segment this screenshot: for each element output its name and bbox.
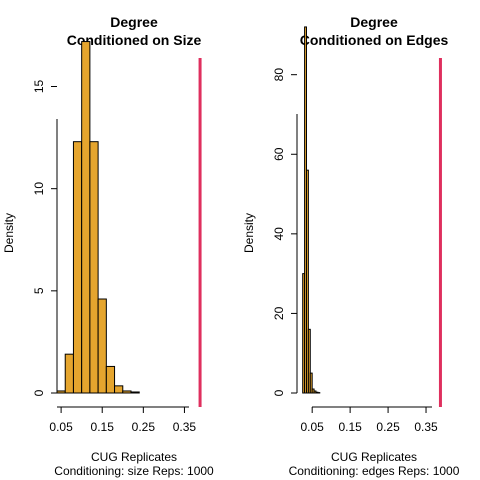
y-tick-label: 0	[32, 389, 46, 396]
histogram-bar	[122, 390, 132, 394]
y-tick-label: 60	[272, 147, 286, 161]
histogram-bar	[105, 365, 116, 394]
y-axis-label: Density	[2, 213, 16, 253]
x-tick-label: 0.25	[376, 420, 400, 434]
chart-title-line1: Degree	[110, 14, 158, 30]
y-ticks: 0 20 40 60 80	[272, 68, 297, 396]
x-tick-label: 0.15	[91, 420, 115, 434]
bars	[56, 41, 140, 394]
x-tick-label: 0.35	[414, 420, 438, 434]
histogram-bar	[81, 41, 91, 394]
histogram-bar	[56, 390, 66, 394]
y-ticks: 0 5 10 15	[32, 80, 57, 396]
x-axis-label: CUG Replicates	[331, 450, 417, 464]
y-tick-label: 10	[32, 182, 46, 196]
histogram-bar	[130, 391, 140, 394]
x-axis-label: CUG Replicates	[91, 450, 177, 464]
histogram-bar	[114, 385, 124, 394]
y-tick-label: 80	[272, 68, 286, 82]
y-tick-label: 15	[32, 80, 46, 94]
x-tick-label: 0.15	[338, 420, 362, 434]
panel-edges: Degree Conditioned on Edges 0 20 40 60 80 0.…	[242, 14, 460, 478]
histogram-bar	[64, 353, 74, 394]
y-tick-label: 5	[32, 287, 46, 294]
y-tick-label: 0	[272, 389, 286, 396]
x-tick-label: 0.05	[49, 420, 73, 434]
chart-title-line2: Conditioned on Size	[67, 32, 202, 48]
chart-subtitle: Conditioning: edges Reps: 1000	[289, 464, 460, 478]
histogram-bar	[305, 169, 309, 394]
bars	[302, 26, 321, 394]
histogram-bar	[89, 141, 99, 394]
chart-title-line2: Conditioned on Edges	[300, 32, 449, 48]
x-ticks: 0.05 0.15 0.25 0.35	[49, 407, 196, 434]
y-tick-label: 20	[272, 306, 286, 320]
chart-title-line1: Degree	[350, 14, 398, 30]
x-tick-label: 0.25	[132, 420, 156, 434]
histogram-bar	[309, 372, 313, 394]
x-tick-label: 0.05	[300, 420, 324, 434]
histogram-bar	[72, 141, 83, 394]
x-tick-label: 0.35	[173, 420, 197, 434]
chart-subtitle: Conditioning: size Reps: 1000	[54, 464, 214, 478]
y-axis-label: Density	[242, 213, 256, 253]
x-ticks: 0.05 0.15 0.25 0.35	[300, 407, 438, 434]
histogram-bar	[97, 298, 107, 394]
y-tick-label: 40	[272, 227, 286, 241]
histogram-bar	[307, 328, 311, 394]
